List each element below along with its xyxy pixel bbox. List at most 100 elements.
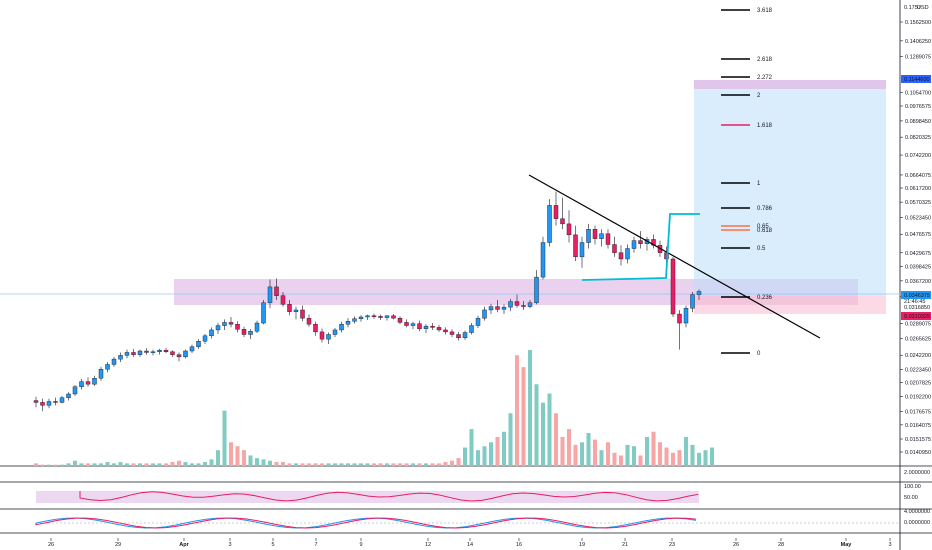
volume-bar — [144, 463, 149, 466]
volume-bar — [475, 450, 481, 466]
time-axis[interactable]: 26 29 Apr 3 5 7 9 12 14 16 19 21 23 26 28 May 3 — [48, 538, 892, 548]
volume-bar — [319, 463, 325, 466]
price-badge — [901, 75, 931, 83]
candle-body — [79, 381, 84, 387]
stop-zone — [694, 296, 886, 314]
candle-body — [267, 286, 273, 303]
price-badge-text: 0.0310325 — [904, 314, 930, 320]
volume-bar — [170, 462, 175, 466]
volume-bar — [326, 463, 331, 466]
price-tick-label: 0.0617200 — [905, 186, 931, 192]
price-tick-label: 0.0664075 — [905, 173, 931, 179]
volume-bar — [46, 464, 52, 466]
price-tick-label: 0.1562500 — [905, 20, 931, 26]
volume-bar — [137, 463, 143, 466]
volume-bar — [66, 463, 71, 466]
time-tick-label: 9 — [359, 542, 362, 548]
price-tick-label: 0.0265625 — [905, 337, 931, 343]
volume-bar — [267, 460, 273, 466]
rsi-line — [79, 491, 699, 502]
time-tick-label: 26 — [48, 542, 54, 548]
volume-bar — [690, 444, 695, 466]
volume-bar — [657, 442, 663, 466]
candle-body — [573, 234, 578, 258]
volume-bar — [560, 437, 565, 466]
volume-bar — [547, 393, 552, 466]
candle-body — [131, 352, 136, 355]
candle-body — [378, 316, 383, 318]
volume-bar — [111, 463, 117, 466]
candle-body — [313, 324, 318, 333]
candle-body — [371, 315, 377, 317]
volume-bar — [631, 446, 637, 466]
volume-bar — [696, 452, 702, 466]
price-tick-label: 0.0429675 — [905, 251, 931, 257]
volume-bar — [638, 455, 643, 466]
candle-body — [293, 309, 299, 312]
price-axis-top-label: 0.1757 — [904, 5, 921, 11]
price-tick-label: 0.0820325 — [905, 135, 931, 141]
candle-body — [176, 354, 182, 358]
candle-body — [326, 334, 331, 340]
volume-bar — [248, 455, 253, 466]
candle-body — [358, 316, 364, 319]
candle-body — [254, 322, 260, 332]
candle-body — [553, 205, 559, 219]
candle-body — [443, 329, 448, 333]
fib-level-label: 3.618 — [757, 8, 773, 14]
price-tick-label: 0.0570325 — [905, 200, 931, 206]
candle-body — [183, 350, 188, 358]
volume-bar — [124, 463, 130, 466]
volume-bar — [534, 384, 539, 466]
candle-body — [157, 350, 162, 352]
volume-bar — [131, 463, 136, 466]
time-tick-label: 16 — [516, 542, 522, 548]
price-tick-label: 0.0898450 — [905, 119, 931, 125]
oscillator-axis-label: 0.0000000 — [904, 520, 930, 526]
fib-level-label: 1.618 — [757, 123, 773, 129]
candle-body — [170, 351, 175, 355]
candle-body — [72, 386, 78, 395]
candle-body — [521, 305, 526, 307]
volume-bar — [404, 463, 409, 466]
price-tick-label: 0.0207825 — [905, 381, 931, 387]
rsi-axis-label: 100.00 — [904, 484, 921, 490]
candle-body — [222, 322, 227, 326]
volume-bar — [391, 463, 396, 466]
volume-bar — [345, 463, 351, 466]
time-tick-label: 7 — [314, 542, 317, 548]
time-tick-label: 3 — [228, 542, 231, 548]
volume-bar — [443, 462, 448, 466]
volume-bar — [683, 437, 689, 466]
price-tick-label: 0.0398425 — [905, 264, 931, 270]
volume-bar — [618, 455, 624, 466]
candle-body — [501, 306, 507, 310]
volume-bar — [235, 446, 240, 466]
fib-level-label: 0.5 — [757, 246, 766, 252]
fib-level-label: 2 — [757, 93, 761, 99]
target-zone — [694, 80, 886, 296]
indicator-panes: 2.0000000 100.00 50.00 4.0000000 0.0000000 — [35, 470, 930, 529]
candle-body — [118, 355, 123, 360]
time-tick-label: Apr — [179, 542, 189, 548]
volume-bar — [677, 450, 682, 466]
price-tick-label: 0.0140950 — [905, 450, 931, 456]
candle-body — [397, 317, 403, 323]
fib-level-label: 1 — [757, 181, 761, 187]
candle-body — [150, 351, 156, 353]
candle-body — [352, 318, 357, 322]
volume-bar — [254, 458, 260, 466]
candle-body — [209, 329, 214, 337]
candle-body — [683, 308, 689, 324]
volume-bar — [332, 463, 338, 466]
price-tick-label: 0.1406250 — [905, 39, 931, 45]
candle-body — [391, 315, 396, 319]
candle-body — [202, 335, 208, 342]
volume-bars — [33, 350, 715, 466]
candle-body — [605, 233, 611, 245]
oscillator-axis-label: 4.0000000 — [904, 509, 930, 515]
candle-body — [514, 301, 520, 306]
